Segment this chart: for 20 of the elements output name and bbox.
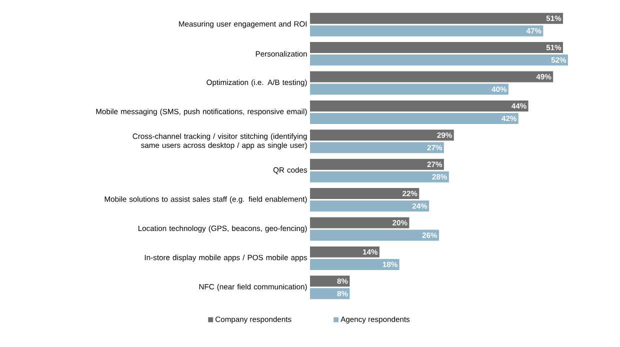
- bar: [310, 100, 528, 112]
- bar: [310, 288, 350, 300]
- bar: [310, 112, 518, 124]
- bar: [310, 25, 544, 36]
- bar: [310, 42, 564, 54]
- bar: [310, 84, 508, 95]
- bar: [310, 12, 564, 24]
- bar: [310, 54, 568, 66]
- bar: [310, 276, 350, 287]
- bar: [310, 217, 410, 228]
- bar: [310, 142, 444, 154]
- bar: [310, 130, 454, 141]
- bar: [310, 158, 444, 170]
- bar: [310, 230, 439, 241]
- bar: [310, 258, 400, 270]
- bar: [310, 200, 430, 212]
- bar: [310, 246, 380, 258]
- bar: [310, 171, 449, 182]
- bar: [310, 71, 554, 82]
- bar: [310, 188, 420, 200]
